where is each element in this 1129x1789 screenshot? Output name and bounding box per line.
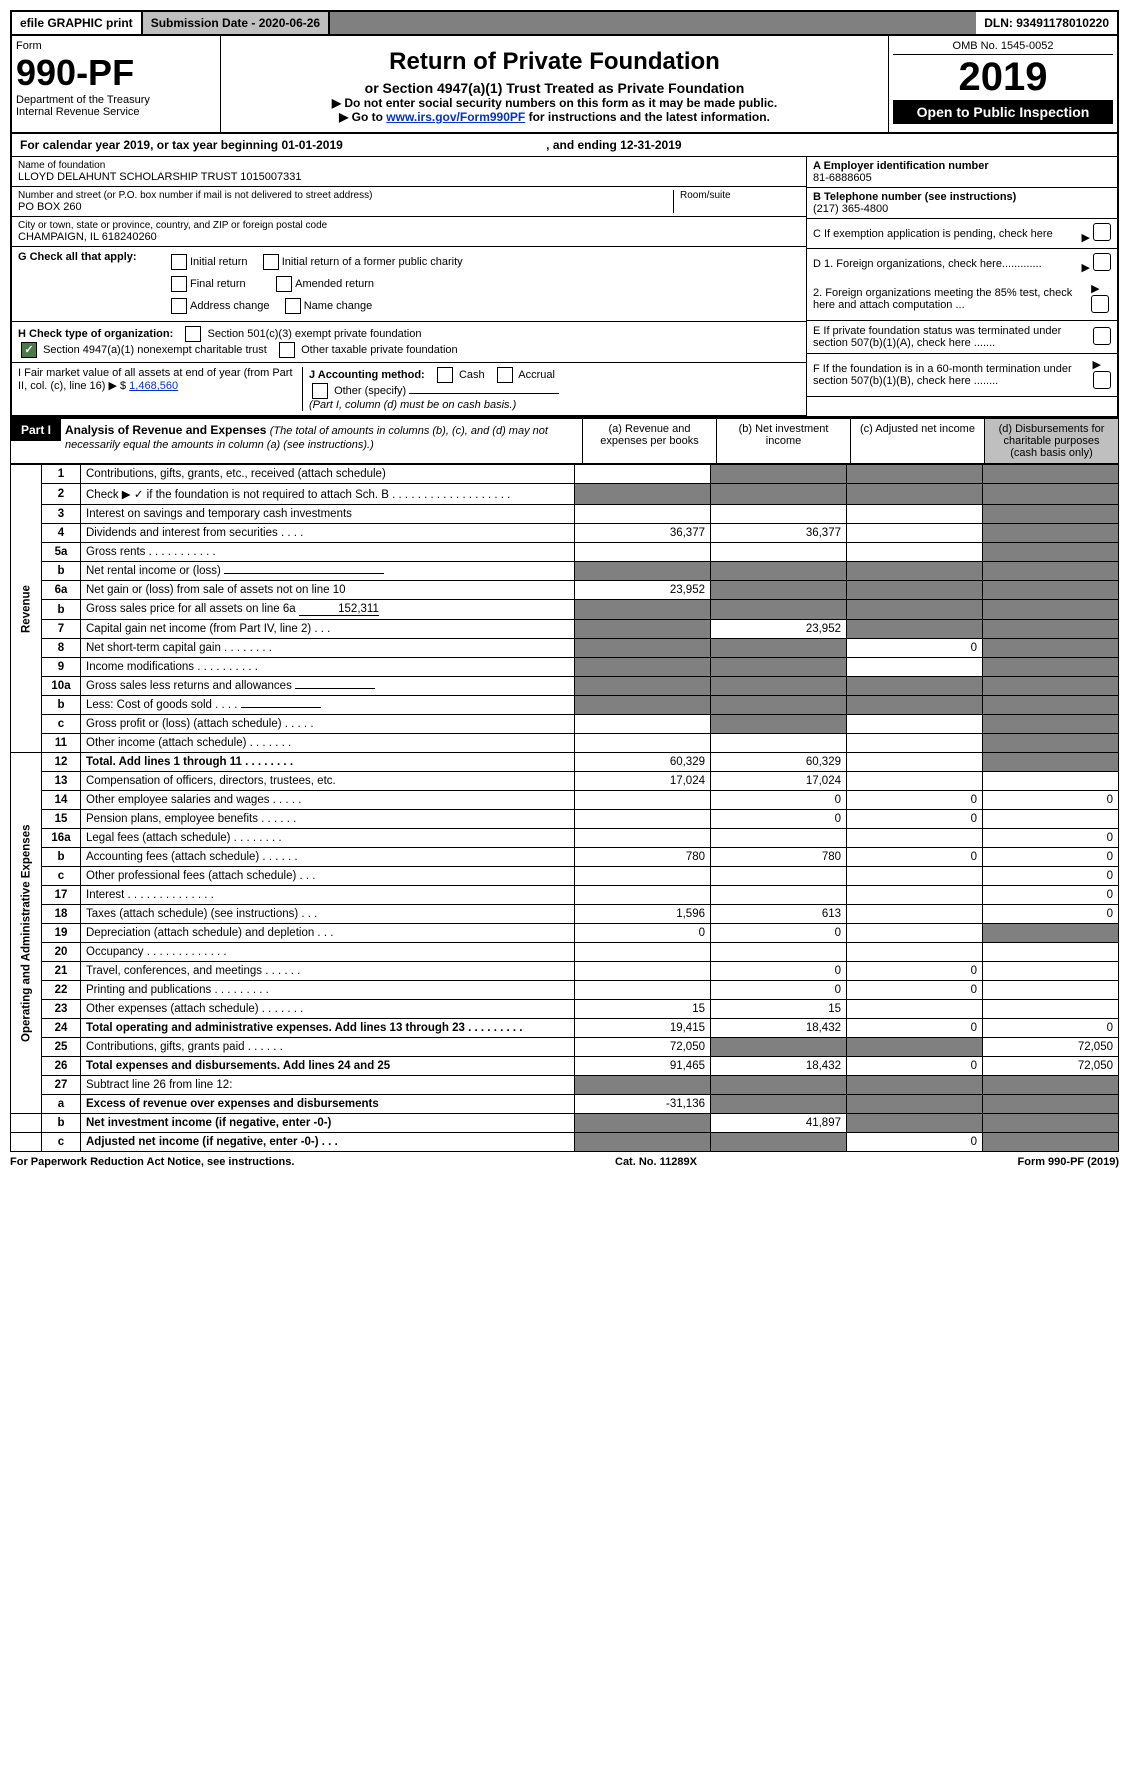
foundation-name: LLOYD DELAHUNT SCHOLARSHIP TRUST 1015007… <box>18 171 800 183</box>
col-b-header: (b) Net investment income <box>716 419 850 463</box>
note-goto: ▶ Go to www.irs.gov/Form990PF for instru… <box>229 110 880 124</box>
tax-year: 2019 <box>893 55 1113 100</box>
entity-info-block: For calendar year 2019, or tax year begi… <box>10 134 1119 418</box>
amended-return-checkbox[interactable] <box>276 276 292 292</box>
d1-checkbox[interactable] <box>1093 253 1111 271</box>
note-ssn: ▶ Do not enter social security numbers o… <box>229 96 880 110</box>
calendar-year-row: For calendar year 2019, or tax year begi… <box>12 134 1117 157</box>
spacer <box>330 12 976 34</box>
part-i-title: Analysis of Revenue and Expenses <box>65 423 266 437</box>
section-f: F If the foundation is in a 60-month ter… <box>813 363 1093 387</box>
section-d2: 2. Foreign organizations meeting the 85%… <box>813 287 1091 311</box>
revenue-section-label: Revenue <box>11 465 42 753</box>
initial-return-checkbox[interactable] <box>171 254 187 270</box>
ein-value: 81-6888605 <box>813 172 872 184</box>
other-taxable-checkbox[interactable] <box>279 342 295 358</box>
accrual-checkbox[interactable] <box>497 367 513 383</box>
form-label: Form <box>16 40 216 52</box>
part-i-label: Part I <box>11 419 61 441</box>
form-header: Form 990-PF Department of the Treasury I… <box>10 36 1119 134</box>
open-public-label: Open to Public Inspection <box>893 100 1113 124</box>
dln-label: DLN: 93491178010220 <box>976 12 1117 34</box>
form-subtitle: or Section 4947(a)(1) Trust Treated as P… <box>229 80 880 96</box>
header-left: Form 990-PF Department of the Treasury I… <box>12 36 221 132</box>
info-left: Name of foundation LLOYD DELAHUNT SCHOLA… <box>12 157 806 416</box>
address-change-checkbox[interactable] <box>171 298 187 314</box>
section-g: G Check all that apply: Initial return I… <box>12 247 806 322</box>
city-label: City or town, state or province, country… <box>18 220 800 231</box>
4947a1-checkbox[interactable] <box>21 342 37 358</box>
c-checkbox[interactable] <box>1093 223 1111 241</box>
section-h: H Check type of organization: Section 50… <box>12 322 806 363</box>
f-checkbox[interactable] <box>1093 371 1111 389</box>
expenses-section-label: Operating and Administrative Expenses <box>11 753 42 1114</box>
footer-formref: Form 990-PF (2019) <box>1018 1156 1119 1168</box>
initial-former-checkbox[interactable] <box>263 254 279 270</box>
fmv-value-link[interactable]: 1,468,560 <box>129 380 178 392</box>
city-state-zip: CHAMPAIGN, IL 618240260 <box>18 231 800 243</box>
col-a-header: (a) Revenue and expenses per books <box>582 419 716 463</box>
phone-label: B Telephone number (see instructions) <box>813 191 1016 203</box>
d2-checkbox[interactable] <box>1091 295 1109 313</box>
submission-date: Submission Date - 2020-06-26 <box>143 12 330 34</box>
cash-checkbox[interactable] <box>437 367 453 383</box>
part-i-table: Revenue 1Contributions, gifts, grants, e… <box>10 464 1119 1152</box>
footer-left: For Paperwork Reduction Act Notice, see … <box>10 1156 294 1168</box>
other-method-checkbox[interactable] <box>312 383 328 399</box>
section-i-j: I Fair market value of all assets at end… <box>12 363 806 416</box>
form-link[interactable]: www.irs.gov/Form990PF <box>386 110 525 124</box>
col-c-header: (c) Adjusted net income <box>850 419 984 463</box>
e-checkbox[interactable] <box>1093 327 1111 345</box>
ein-label: A Employer identification number <box>813 160 989 172</box>
irs-label: Internal Revenue Service <box>16 106 216 118</box>
dept-label: Department of the Treasury <box>16 94 216 106</box>
footer-catno: Cat. No. 11289X <box>615 1156 697 1168</box>
final-return-checkbox[interactable] <box>171 276 187 292</box>
efile-label[interactable]: efile GRAPHIC print <box>12 12 143 34</box>
section-d1: D 1. Foreign organizations, check here..… <box>813 258 1042 270</box>
header-right: OMB No. 1545-0052 2019 Open to Public In… <box>888 36 1117 132</box>
info-right: A Employer identification number 81-6888… <box>806 157 1117 416</box>
part-i-header: Part I Analysis of Revenue and Expenses … <box>10 418 1119 464</box>
addr-label: Number and street (or P.O. box number if… <box>18 190 673 201</box>
col-d-header: (d) Disbursements for charitable purpose… <box>984 419 1118 463</box>
501c3-checkbox[interactable] <box>185 326 201 342</box>
room-label: Room/suite <box>680 190 800 201</box>
street-address: PO BOX 260 <box>18 201 673 213</box>
form-number: 990-PF <box>16 52 216 94</box>
top-bar: efile GRAPHIC print Submission Date - 20… <box>10 10 1119 36</box>
section-e: E If private foundation status was termi… <box>813 325 1093 349</box>
form-title: Return of Private Foundation <box>229 48 880 76</box>
name-label: Name of foundation <box>18 160 800 171</box>
page-footer: For Paperwork Reduction Act Notice, see … <box>10 1152 1119 1168</box>
name-change-checkbox[interactable] <box>285 298 301 314</box>
omb-number: OMB No. 1545-0052 <box>893 40 1113 55</box>
header-center: Return of Private Foundation or Section … <box>221 36 888 132</box>
section-c: C If exemption application is pending, c… <box>813 228 1053 240</box>
phone-value: (217) 365-4800 <box>813 203 888 215</box>
